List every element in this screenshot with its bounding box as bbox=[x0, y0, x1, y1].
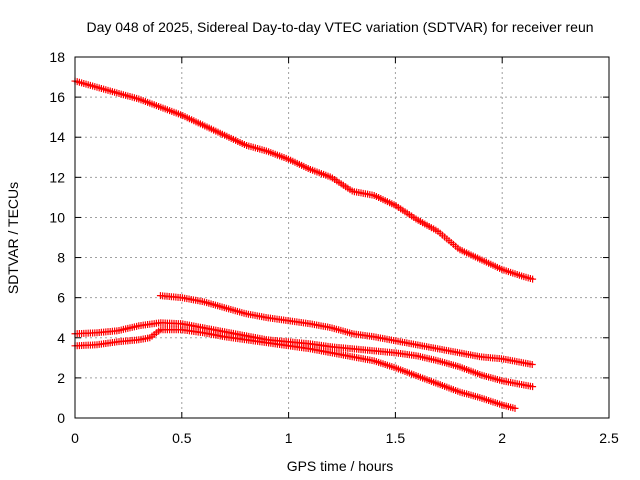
x-tick-label: 2.5 bbox=[599, 430, 619, 446]
satellite-track-1 bbox=[71, 77, 537, 283]
x-tick-labels: 0 0.5 1 1.5 2 2.5 bbox=[71, 430, 619, 446]
y-axis-label: SDTVAR / TECUs bbox=[5, 182, 21, 294]
x-tick-label: 1 bbox=[285, 430, 293, 446]
y-tick-label: 0 bbox=[57, 410, 65, 426]
x-axis-label: GPS time / hours bbox=[287, 458, 394, 474]
grid-lines bbox=[75, 57, 609, 418]
data-series bbox=[71, 77, 537, 412]
y-tick-label: 4 bbox=[57, 330, 65, 346]
y-tick-label: 6 bbox=[57, 290, 65, 306]
x-tick-label: 2 bbox=[498, 430, 506, 446]
y-tick-label: 10 bbox=[49, 209, 65, 225]
plot-frame bbox=[74, 56, 610, 419]
x-tick-label: 0 bbox=[71, 430, 79, 446]
data-point-marker bbox=[528, 360, 536, 368]
y-tick-labels: 0 2 4 6 8 10 12 14 16 18 bbox=[49, 49, 65, 426]
satellite-track-3 bbox=[71, 319, 537, 391]
y-tick-label: 14 bbox=[49, 129, 65, 145]
y-tick-label: 18 bbox=[49, 49, 65, 65]
data-point-marker bbox=[511, 404, 519, 412]
chart-title: Day 048 of 2025, Sidereal Day-to-day VTE… bbox=[86, 19, 593, 35]
y-tick-label: 16 bbox=[49, 89, 65, 105]
x-tick-label: 0.5 bbox=[172, 430, 192, 446]
data-point-marker bbox=[529, 275, 537, 283]
x-tick-label: 1.5 bbox=[386, 430, 406, 446]
y-tick-label: 8 bbox=[57, 250, 65, 266]
y-tick-label: 12 bbox=[49, 169, 65, 185]
satellite-track-2 bbox=[156, 292, 536, 368]
data-point-marker bbox=[529, 383, 537, 391]
y-tick-label: 2 bbox=[57, 370, 65, 386]
satellite-track-4 bbox=[71, 326, 519, 412]
